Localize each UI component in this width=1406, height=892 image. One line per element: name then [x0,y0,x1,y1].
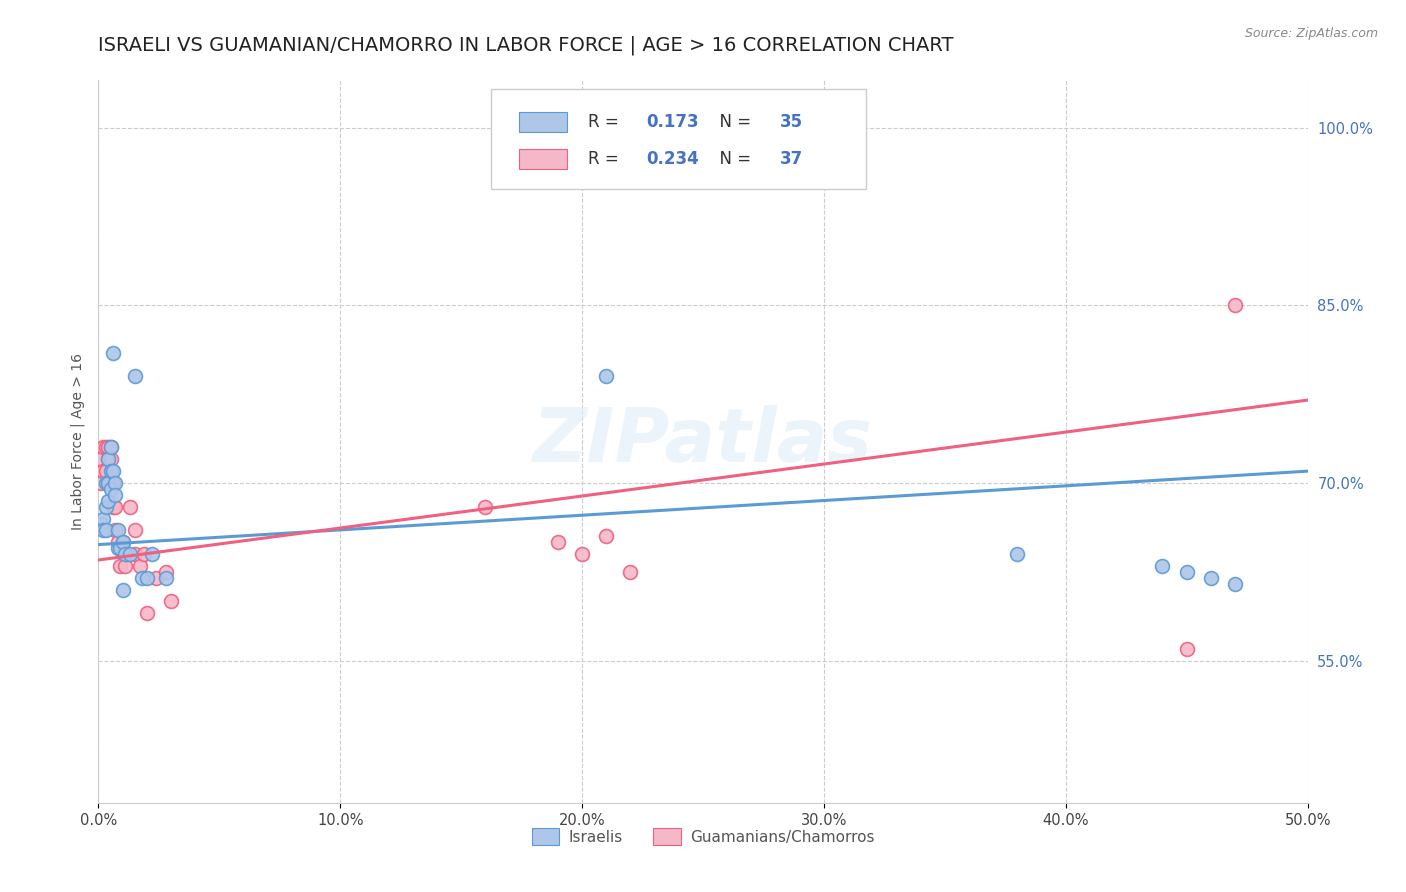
Point [1007,547,1029,561]
Point [90,517,112,532]
Text: Source: ZipAtlas.com: Source: ZipAtlas.com [1244,27,1378,40]
Point [619,565,641,579]
Point [1152,558,1174,573]
Point [135,571,157,585]
Point [107,541,129,556]
Point [571,547,593,561]
Point [94,500,117,514]
Point [118,500,141,514]
Point [97,441,120,455]
Text: ZIPatlas: ZIPatlas [533,405,873,478]
Legend: Israelis, Guamanians/Chamorros: Israelis, Guamanians/Chamorros [524,820,882,853]
Point [124,524,146,538]
Text: N =: N = [709,150,756,168]
Point [571,168,593,182]
Point [114,547,136,561]
FancyBboxPatch shape [519,112,567,132]
FancyBboxPatch shape [492,89,866,189]
Point [94,475,117,490]
Point [155,565,177,579]
Point [101,464,124,478]
Point [134,547,156,561]
Point [100,452,122,467]
Point [107,524,129,538]
Point [91,464,114,478]
Point [90,452,112,467]
Point [104,524,127,538]
Point [91,441,114,455]
Point [101,500,124,514]
Point [100,441,122,455]
Point [107,535,129,549]
Text: ISRAELI VS GUAMANIAN/CHAMORRO IN LABOR FORCE | AGE > 16 CORRELATION CHART: ISRAELI VS GUAMANIAN/CHAMORRO IN LABOR F… [98,36,953,55]
Point [94,464,117,478]
Point [114,558,136,573]
Point [1223,576,1246,591]
Point [97,493,120,508]
Point [100,482,122,496]
Point [101,475,124,490]
Point [104,500,127,514]
Point [108,541,131,556]
Point [1175,641,1198,656]
Point [91,524,114,538]
Point [595,529,617,543]
Text: N =: N = [709,113,756,131]
Point [97,475,120,490]
Point [101,345,124,359]
Point [135,607,157,621]
Point [595,369,617,384]
Point [100,475,122,490]
Point [111,535,134,549]
Point [108,558,131,573]
Point [141,547,163,561]
Point [97,452,120,467]
Text: 35: 35 [779,113,803,131]
Point [1199,571,1222,585]
Point [128,558,150,573]
Text: 37: 37 [779,150,803,168]
Point [124,547,146,561]
Point [97,452,120,467]
Text: R =: R = [588,113,624,131]
Point [160,594,183,608]
Text: 0.234: 0.234 [647,150,699,168]
Point [547,535,569,549]
Text: 0.173: 0.173 [647,113,699,131]
Point [100,441,122,455]
Point [118,547,141,561]
Point [117,547,139,561]
Point [124,369,146,384]
Point [111,582,134,597]
Point [94,441,117,455]
Point [104,488,127,502]
Point [94,524,117,538]
Y-axis label: In Labor Force | Age > 16: In Labor Force | Age > 16 [70,353,84,530]
Point [104,475,127,490]
FancyBboxPatch shape [519,149,567,169]
Point [97,475,120,490]
Point [131,571,153,585]
Point [100,464,122,478]
Text: R =: R = [588,150,624,168]
Point [90,475,112,490]
Point [145,571,167,585]
Point [111,535,134,549]
Point [91,511,114,525]
Point [1223,298,1246,312]
Point [474,500,496,514]
Point [155,571,177,585]
Point [1175,565,1198,579]
